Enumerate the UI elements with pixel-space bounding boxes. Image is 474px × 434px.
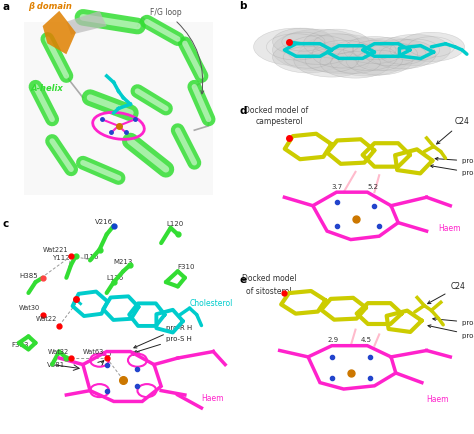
Text: c: c [2, 219, 9, 229]
Text: F310: F310 [178, 264, 195, 270]
Text: Haem: Haem [438, 224, 461, 233]
Text: Wat32: Wat32 [47, 349, 69, 355]
Text: pro-R H: pro-R H [433, 318, 474, 326]
Text: pro-S H: pro-S H [430, 165, 474, 176]
Circle shape [353, 37, 429, 71]
Text: V216: V216 [95, 219, 113, 225]
Circle shape [273, 29, 367, 71]
Text: Wat22: Wat22 [36, 316, 57, 322]
Text: I116: I116 [83, 254, 99, 260]
Circle shape [294, 44, 370, 77]
Text: M213: M213 [114, 259, 133, 265]
Text: C24: C24 [428, 283, 465, 304]
Circle shape [273, 28, 334, 55]
Polygon shape [24, 22, 213, 195]
Text: 3.7: 3.7 [332, 184, 343, 190]
Circle shape [344, 36, 405, 63]
Circle shape [273, 42, 344, 73]
Polygon shape [66, 11, 107, 35]
Text: Wat63: Wat63 [83, 349, 104, 355]
Text: a: a [2, 2, 9, 12]
Text: L120: L120 [166, 220, 183, 227]
Polygon shape [43, 11, 76, 54]
Text: β domain: β domain [28, 2, 72, 11]
Circle shape [299, 34, 389, 74]
Text: 3.6: 3.6 [130, 351, 141, 357]
Circle shape [346, 46, 412, 75]
Text: b: b [239, 1, 247, 11]
Text: pro-S H: pro-S H [428, 325, 474, 339]
Text: Wat30: Wat30 [19, 305, 40, 311]
Text: Y112: Y112 [52, 255, 70, 261]
Text: 3.5: 3.5 [102, 351, 112, 357]
Text: L126: L126 [107, 275, 124, 281]
Text: d: d [239, 106, 247, 116]
Text: 5.2: 5.2 [367, 184, 378, 190]
Circle shape [320, 47, 391, 78]
Circle shape [254, 28, 339, 66]
Text: 2.9: 2.9 [327, 338, 338, 343]
Text: C24: C24 [437, 118, 470, 144]
Circle shape [370, 39, 436, 69]
Text: F383: F383 [12, 342, 29, 348]
Text: Docked model: Docked model [242, 274, 296, 283]
Text: pro-R H: pro-R H [134, 325, 192, 348]
Text: of sitosterol: of sitosterol [246, 287, 292, 296]
Text: Docked model of: Docked model of [244, 105, 309, 115]
Text: e: e [239, 275, 246, 285]
Text: Wat221: Wat221 [43, 247, 69, 253]
Circle shape [379, 34, 450, 66]
Text: Haem: Haem [201, 395, 224, 404]
Text: F/G loop: F/G loop [150, 8, 204, 94]
Text: campesterol: campesterol [256, 118, 303, 126]
Text: pro-S H: pro-S H [134, 335, 192, 353]
Text: A-helix: A-helix [31, 84, 64, 93]
Text: V381: V381 [47, 362, 66, 368]
Text: 4.5: 4.5 [360, 338, 371, 343]
Text: Cholesterol: Cholesterol [190, 299, 233, 308]
Text: pro-R H: pro-R H [435, 158, 474, 164]
Text: Haem: Haem [427, 395, 449, 404]
Text: H385: H385 [19, 273, 37, 279]
Circle shape [398, 32, 465, 62]
Circle shape [303, 29, 370, 58]
Circle shape [325, 39, 410, 76]
